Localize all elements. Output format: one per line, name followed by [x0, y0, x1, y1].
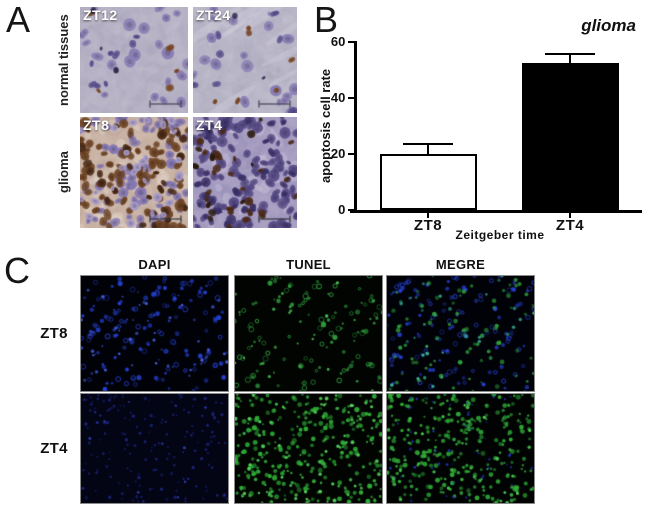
x-category-ZT4: ZT4 — [555, 217, 585, 234]
fluorescence-zt4-dapi — [80, 393, 229, 504]
apoptosis-bar-chart: glioma apoptosis cell rate Zeitgeber tim… — [310, 0, 650, 244]
x-axis-line — [350, 210, 642, 213]
y-tick-label-60: 60 — [330, 34, 346, 49]
y-tick-label-40: 40 — [330, 90, 346, 105]
panel-c-header-tunel: TUNEL — [286, 257, 331, 272]
fluorescence-zt8-megre-canvas — [387, 276, 534, 391]
panel-c-row-label-zt4: ZT4 — [40, 440, 68, 457]
panel-a-letter: A — [6, 0, 31, 40]
bar-ZT8 — [379, 154, 477, 210]
x-category-ZT8: ZT8 — [413, 217, 443, 234]
error-cap-ZT8 — [403, 142, 453, 146]
fluorescence-zt4-megre — [386, 393, 535, 504]
bar-ZT4 — [521, 63, 619, 210]
image-tag-zt12: ZT12 — [83, 7, 118, 23]
panel-c-header-dapi: DAPI — [138, 257, 171, 272]
y-axis-line — [354, 41, 357, 213]
y-tick-40 — [348, 96, 355, 100]
y-tick-60 — [348, 40, 355, 44]
fluorescence-zt8-tunel-canvas — [235, 276, 382, 391]
micrograph-glioma-zt8-canvas — [80, 117, 188, 228]
y-tick-label-0: 0 — [338, 202, 346, 217]
panel-c-row-label-zt8: ZT8 — [40, 325, 68, 342]
micrograph-glioma-zt8: ZT8 — [80, 117, 188, 228]
fluorescence-zt4-megre-canvas — [387, 394, 534, 503]
y-tick-20 — [348, 152, 355, 156]
fluorescence-zt8-tunel — [234, 275, 383, 392]
micrograph-normal-zt24-canvas — [193, 7, 297, 113]
micrograph-normal-zt12-canvas — [80, 7, 188, 113]
fluorescence-zt4-dapi-canvas — [81, 394, 228, 503]
panel-c-header-megre: MEGRE — [435, 257, 486, 272]
fluorescence-zt4-tunel — [234, 393, 383, 504]
panel-a-row-label-normal-tissues: normal tissues — [56, 14, 71, 106]
micrograph-glioma-zt4-canvas — [193, 117, 297, 228]
panel-b-letter: B — [314, 0, 339, 40]
y-axis-label: apoptosis cell rate — [318, 68, 333, 184]
error-cap-ZT4 — [545, 52, 595, 56]
x-tick-ZT4 — [568, 212, 572, 218]
panel-a-row-label-glioma: glioma — [56, 151, 71, 194]
y-tick-0 — [348, 208, 355, 212]
error-stem-ZT8 — [426, 144, 430, 154]
micrograph-normal-zt24: ZT24 — [193, 7, 297, 113]
fluorescence-zt4-tunel-canvas — [235, 394, 382, 503]
error-stem-ZT4 — [568, 54, 572, 63]
panel-c-letter: C — [4, 250, 30, 291]
image-tag-zt4: ZT4 — [196, 117, 223, 133]
micrograph-glioma-zt4: ZT4 — [193, 117, 297, 228]
x-tick-ZT8 — [426, 212, 430, 218]
fluorescence-zt8-dapi-canvas — [81, 276, 228, 391]
micrograph-normal-zt12: ZT12 — [80, 7, 188, 113]
image-tag-zt24: ZT24 — [196, 7, 231, 23]
fluorescence-zt8-dapi — [80, 275, 229, 392]
image-tag-zt8: ZT8 — [83, 117, 110, 133]
chart-title: glioma — [581, 16, 636, 35]
fluorescence-zt8-megre — [386, 275, 535, 392]
x-axis-label: Zeitgeber time — [455, 228, 545, 242]
y-tick-label-20: 20 — [330, 146, 346, 161]
